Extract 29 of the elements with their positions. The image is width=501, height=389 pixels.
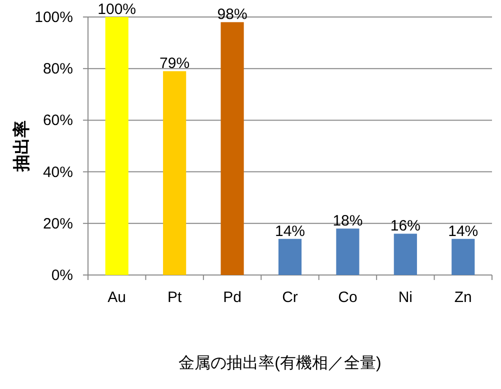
data-label: 98% xyxy=(217,6,248,24)
x-tick-label: Ni xyxy=(398,289,413,306)
bar xyxy=(278,238,302,275)
bar xyxy=(220,22,244,275)
data-label: 14% xyxy=(274,222,306,240)
x-tick-label: Au xyxy=(108,289,126,306)
y-tick-label: 20% xyxy=(42,215,73,232)
bar xyxy=(336,228,360,275)
y-tick-label: 0% xyxy=(51,267,73,284)
bar xyxy=(394,234,417,275)
x-tick-label: Pd xyxy=(223,289,242,306)
x-tick-label: Cr xyxy=(282,289,298,306)
y-axis-title: 抽出率 xyxy=(12,120,31,172)
data-label: 18% xyxy=(332,212,363,230)
y-tick-label: 40% xyxy=(42,164,73,181)
bar xyxy=(163,71,186,275)
bar xyxy=(105,17,128,275)
y-tick-label: 100% xyxy=(34,9,73,26)
y-tick-label: 80% xyxy=(42,60,73,78)
data-label: 14% xyxy=(448,222,478,240)
data-label: 16% xyxy=(390,218,420,235)
data-label: 100% xyxy=(98,1,136,18)
bar xyxy=(452,238,475,275)
data-label: 79% xyxy=(160,55,190,72)
x-tick-label: Co xyxy=(338,289,358,306)
x-tick-label: Pt xyxy=(167,289,182,306)
y-tick-label: 60% xyxy=(42,112,73,130)
x-tick-label: Zn xyxy=(454,289,472,306)
x-axis-title: 金属の抽出率(有機相／全量) xyxy=(178,354,382,372)
